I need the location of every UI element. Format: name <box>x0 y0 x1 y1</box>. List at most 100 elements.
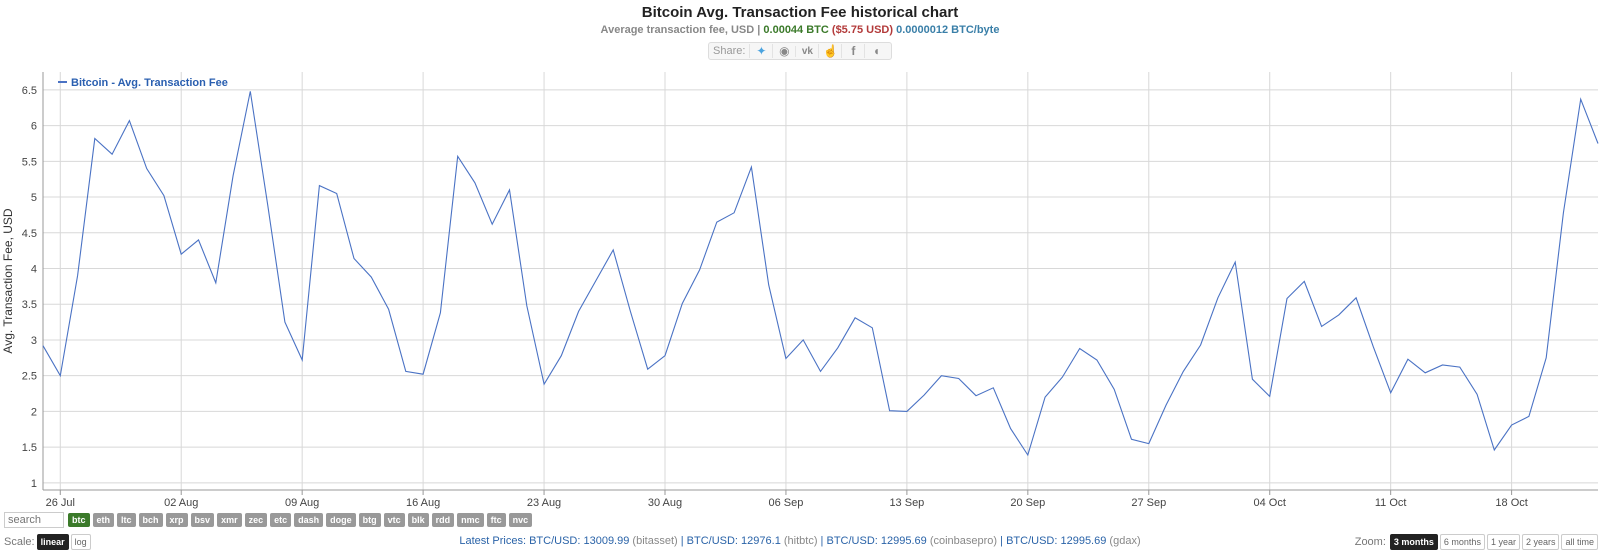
data-point[interactable] <box>473 181 477 185</box>
data-point[interactable] <box>1475 392 1479 396</box>
data-point[interactable] <box>1147 442 1151 446</box>
data-point[interactable] <box>1130 437 1134 441</box>
data-point[interactable] <box>594 279 598 283</box>
data-point[interactable] <box>801 338 805 342</box>
data-point[interactable] <box>1164 403 1168 407</box>
data-point[interactable] <box>1302 279 1306 283</box>
coin-nvc-button[interactable]: nvc <box>508 513 533 527</box>
coin-ftc-button[interactable]: ftc <box>486 513 506 527</box>
price-item[interactable]: BTC/USD: 13009.99 (bitasset) <box>529 535 678 547</box>
data-point[interactable] <box>680 302 684 306</box>
data-point[interactable] <box>1561 211 1565 215</box>
data-point[interactable] <box>767 283 771 287</box>
zoom-6-months-button[interactable]: 6 months <box>1439 534 1485 550</box>
data-point[interactable] <box>1441 363 1445 367</box>
data-point[interactable] <box>1527 414 1531 418</box>
coin-bsv-button[interactable]: bsv <box>190 513 215 527</box>
data-point[interactable] <box>1043 395 1047 399</box>
data-point[interactable] <box>404 369 408 373</box>
data-point[interactable] <box>300 358 304 362</box>
data-point[interactable] <box>939 374 943 378</box>
data-point[interactable] <box>1320 324 1324 328</box>
data-point[interactable] <box>853 316 857 320</box>
like-icon[interactable]: ☝ <box>818 44 841 58</box>
data-point[interactable] <box>1423 371 1427 375</box>
data-point[interactable] <box>784 357 788 361</box>
coin-etc-button[interactable]: etc <box>270 513 292 527</box>
data-point[interactable] <box>870 326 874 330</box>
data-point[interactable] <box>542 382 546 386</box>
data-point[interactable] <box>957 377 961 381</box>
data-point[interactable] <box>698 268 702 272</box>
zoom-all-time-button[interactable]: all time <box>1561 534 1598 550</box>
coin-vtc-button[interactable]: vtc <box>383 513 405 527</box>
data-point[interactable] <box>127 119 131 123</box>
data-point[interactable] <box>1060 375 1064 379</box>
data-point[interactable] <box>991 386 995 390</box>
data-point[interactable] <box>317 184 321 188</box>
price-item[interactable]: BTC/USD: 12995.69 (coinbasepro) <box>826 535 998 547</box>
data-point[interactable] <box>1492 448 1496 452</box>
data-point[interactable] <box>749 165 753 169</box>
price-item[interactable]: BTC/USD: 12976.1 (hitbtc) <box>686 535 818 547</box>
data-point[interactable] <box>41 344 45 348</box>
data-point[interactable] <box>283 320 287 324</box>
coin-zec-button[interactable]: zec <box>244 513 268 527</box>
data-point[interactable] <box>1337 313 1341 317</box>
data-point[interactable] <box>1095 358 1099 362</box>
coin-blk-button[interactable]: blk <box>407 513 429 527</box>
data-point[interactable] <box>1078 347 1082 351</box>
coin-btc-button[interactable]: btc <box>68 513 90 527</box>
data-point[interactable] <box>715 220 719 224</box>
data-point[interactable] <box>508 188 512 192</box>
data-point[interactable] <box>231 174 235 178</box>
facebook-icon[interactable]: f <box>841 44 864 58</box>
scale-log-button[interactable]: log <box>70 534 91 550</box>
data-point[interactable] <box>525 304 529 308</box>
data-point[interactable] <box>1389 391 1393 395</box>
data-point[interactable] <box>819 369 823 373</box>
data-point[interactable] <box>1579 97 1583 101</box>
line-chart[interactable]: 1 1.5 2 2.5 3 3.5 4 4.5 5 5.5 6 6.5 26 Jul 02 Aug 09 A… <box>0 0 1600 510</box>
data-point[interactable] <box>197 238 201 242</box>
data-point[interactable] <box>387 307 391 311</box>
data-point[interactable] <box>162 194 166 198</box>
data-point[interactable] <box>1181 369 1185 373</box>
data-point[interactable] <box>1250 377 1254 381</box>
data-point[interactable] <box>577 309 581 313</box>
data-point[interactable] <box>1216 296 1220 300</box>
data-point[interactable] <box>1026 453 1030 457</box>
coin-dash-button[interactable]: dash <box>294 513 324 527</box>
data-point[interactable] <box>1406 357 1410 361</box>
data-point[interactable] <box>611 248 615 252</box>
coin-ltc-button[interactable]: ltc <box>117 513 136 527</box>
data-point[interactable] <box>58 374 62 378</box>
twitter-icon[interactable]: ✦ <box>749 44 772 58</box>
data-point[interactable] <box>1544 356 1548 360</box>
data-point[interactable] <box>732 211 736 215</box>
coin-nmc-button[interactable]: nmc <box>457 513 484 527</box>
zoom-2-years-button[interactable]: 2 years <box>1521 534 1560 550</box>
price-item[interactable]: BTC/USD: 12995.69 (gdax) <box>1006 535 1141 547</box>
data-point[interactable] <box>1009 427 1013 431</box>
data-point[interactable] <box>352 256 356 260</box>
data-point[interactable] <box>1285 297 1289 301</box>
data-point[interactable] <box>214 281 218 285</box>
data-point[interactable] <box>145 166 149 170</box>
data-point[interactable] <box>888 409 892 413</box>
reddit-icon[interactable]: ◉ <box>772 44 795 58</box>
data-point[interactable] <box>335 191 339 195</box>
data-point[interactable] <box>93 136 97 140</box>
data-point[interactable] <box>438 311 442 315</box>
coin-eth-button[interactable]: eth <box>92 513 114 527</box>
data-point[interactable] <box>1596 141 1600 145</box>
coin-btg-button[interactable]: btg <box>358 513 381 527</box>
data-point[interactable] <box>456 154 460 158</box>
zoom-1-year-button[interactable]: 1 year <box>1486 534 1520 550</box>
coin-bch-button[interactable]: bch <box>138 513 163 527</box>
data-point[interactable] <box>179 252 183 256</box>
data-point[interactable] <box>1510 423 1514 427</box>
data-point[interactable] <box>905 409 909 413</box>
data-point[interactable] <box>1458 365 1462 369</box>
data-point[interactable] <box>1199 343 1203 347</box>
